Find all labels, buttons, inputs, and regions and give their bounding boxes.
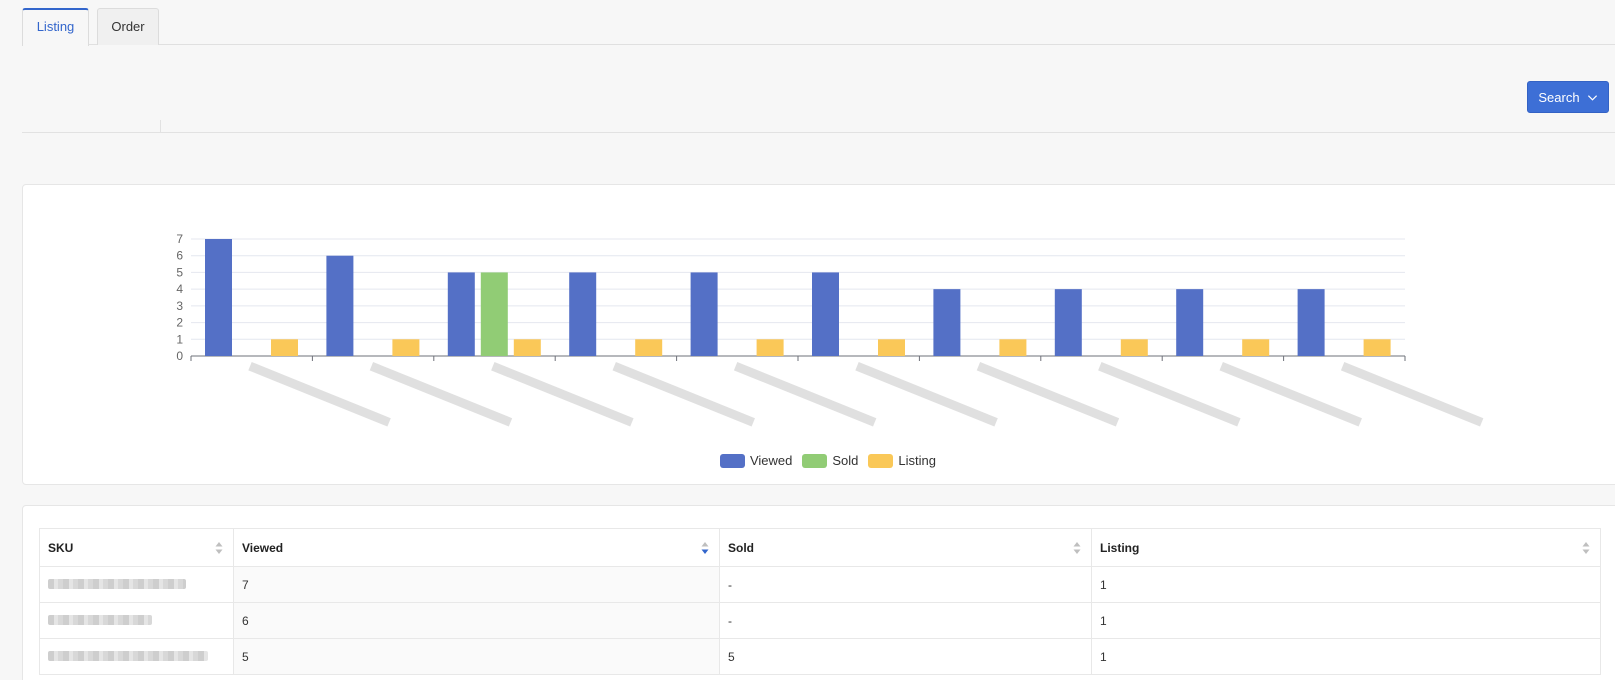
bar-viewed <box>205 239 232 356</box>
legend-label-viewed: Viewed <box>749 453 793 468</box>
bar-viewed <box>1297 289 1325 356</box>
tab-listing[interactable]: Listing <box>22 8 89 46</box>
viewed-cell: 6 <box>233 602 720 639</box>
bar-viewed <box>569 272 597 356</box>
sku-cell[interactable] <box>39 638 234 675</box>
table-row[interactable]: 6 - 1 <box>39 602 1601 639</box>
bar-viewed <box>933 289 961 356</box>
column-header-sold[interactable]: Sold <box>719 528 1092 567</box>
redacted-category-label <box>855 362 998 427</box>
sort-icon[interactable] <box>215 541 223 555</box>
bar-viewed <box>1054 289 1082 356</box>
chart-card: 0 1 2 3 4 5 6 7 Viewed Sold Listing <box>22 184 1615 485</box>
legend-item-sold[interactable]: Sold <box>802 453 858 468</box>
filter-divider <box>160 120 161 132</box>
search-button-label: Search <box>1538 89 1580 105</box>
legend-swatch-listing <box>868 453 894 468</box>
bar-listing <box>1363 339 1391 356</box>
listing-cell: 1 <box>1091 566 1601 603</box>
listing-cell: 1 <box>1091 602 1601 639</box>
redacted-sku <box>48 614 152 625</box>
viewed-cell: 7 <box>233 566 720 603</box>
chevron-down-icon <box>1587 94 1597 101</box>
y-tick-label: 2 <box>176 316 183 330</box>
table-card: SKU Viewed Sold Listing <box>22 505 1615 680</box>
y-tick-label: 4 <box>176 282 183 296</box>
sold-cell: - <box>719 602 1092 639</box>
y-tick-label: 7 <box>176 232 183 246</box>
table-header-row: SKU Viewed Sold Listing <box>39 528 1601 567</box>
bar-listing <box>392 339 420 356</box>
y-tick-label: 0 <box>176 349 183 363</box>
bar-viewed <box>690 272 718 356</box>
bar-viewed <box>1176 289 1204 356</box>
sku-cell[interactable] <box>39 566 234 603</box>
bar-listing <box>1242 339 1270 356</box>
bar-viewed <box>326 255 354 356</box>
redacted-category-label <box>369 362 513 427</box>
redacted-category-label <box>612 362 755 427</box>
bar-listing <box>756 339 784 356</box>
redacted-category-label <box>976 362 1120 427</box>
redacted-sku <box>48 650 208 661</box>
y-tick-label: 3 <box>176 299 183 313</box>
redacted-category-label <box>733 362 877 427</box>
redacted-sku <box>48 578 186 589</box>
column-header-label: Sold <box>728 540 754 555</box>
legend-swatch-sold <box>802 453 828 468</box>
sku-cell[interactable] <box>39 602 234 639</box>
sold-cell: 5 <box>719 638 1092 675</box>
legend-swatch-viewed <box>719 453 745 468</box>
legend-label-sold: Sold <box>832 453 859 468</box>
tab-order[interactable]: Order <box>97 8 159 45</box>
redacted-category-label <box>491 362 634 427</box>
sold-cell: - <box>719 566 1092 603</box>
redacted-category-label <box>1098 362 1241 427</box>
bar-viewed <box>812 272 839 356</box>
table-row[interactable]: 5 5 1 <box>39 638 1601 675</box>
chart-legend: Viewed Sold Listing <box>23 453 1615 468</box>
sort-icon[interactable] <box>1582 541 1590 555</box>
viewed-cell: 5 <box>233 638 720 675</box>
legend-item-listing[interactable]: Listing <box>868 453 936 468</box>
bar-listing <box>999 339 1027 356</box>
column-header-sku[interactable]: SKU <box>39 528 234 567</box>
filter-area: Search <box>22 45 1615 133</box>
column-header-label: Viewed <box>242 540 284 555</box>
bar-listing <box>513 339 541 356</box>
bar-chart: 0 1 2 3 4 5 6 7 <box>176 232 1484 427</box>
redacted-category-label <box>248 362 391 427</box>
column-header-label: Listing <box>1100 540 1140 555</box>
column-header-label: SKU <box>48 540 74 555</box>
tab-bar: Listing Order <box>22 0 1615 46</box>
legend-item-viewed[interactable]: Viewed <box>719 453 793 468</box>
bar-listing <box>1120 339 1148 356</box>
redacted-category-label <box>1219 362 1362 427</box>
legend-label-listing: Listing <box>898 453 936 468</box>
sort-icon[interactable] <box>1073 541 1081 555</box>
y-tick-label: 6 <box>176 249 183 263</box>
bar-listing <box>635 339 663 356</box>
table-row[interactable]: 7 - 1 <box>39 566 1601 603</box>
listing-cell: 1 <box>1091 638 1601 675</box>
y-tick-label: 1 <box>176 332 183 346</box>
y-tick-label: 5 <box>176 265 183 279</box>
redacted-category-label <box>1340 362 1484 427</box>
data-table: SKU Viewed Sold Listing <box>39 528 1601 675</box>
sort-desc-icon[interactable] <box>701 541 709 555</box>
column-header-listing[interactable]: Listing <box>1091 528 1601 567</box>
bar-listing <box>878 339 905 356</box>
bar-viewed <box>447 272 475 356</box>
bar-sold <box>480 272 508 356</box>
search-button[interactable]: Search <box>1527 81 1609 113</box>
bar-listing <box>271 339 298 356</box>
column-header-viewed[interactable]: Viewed <box>233 528 720 567</box>
